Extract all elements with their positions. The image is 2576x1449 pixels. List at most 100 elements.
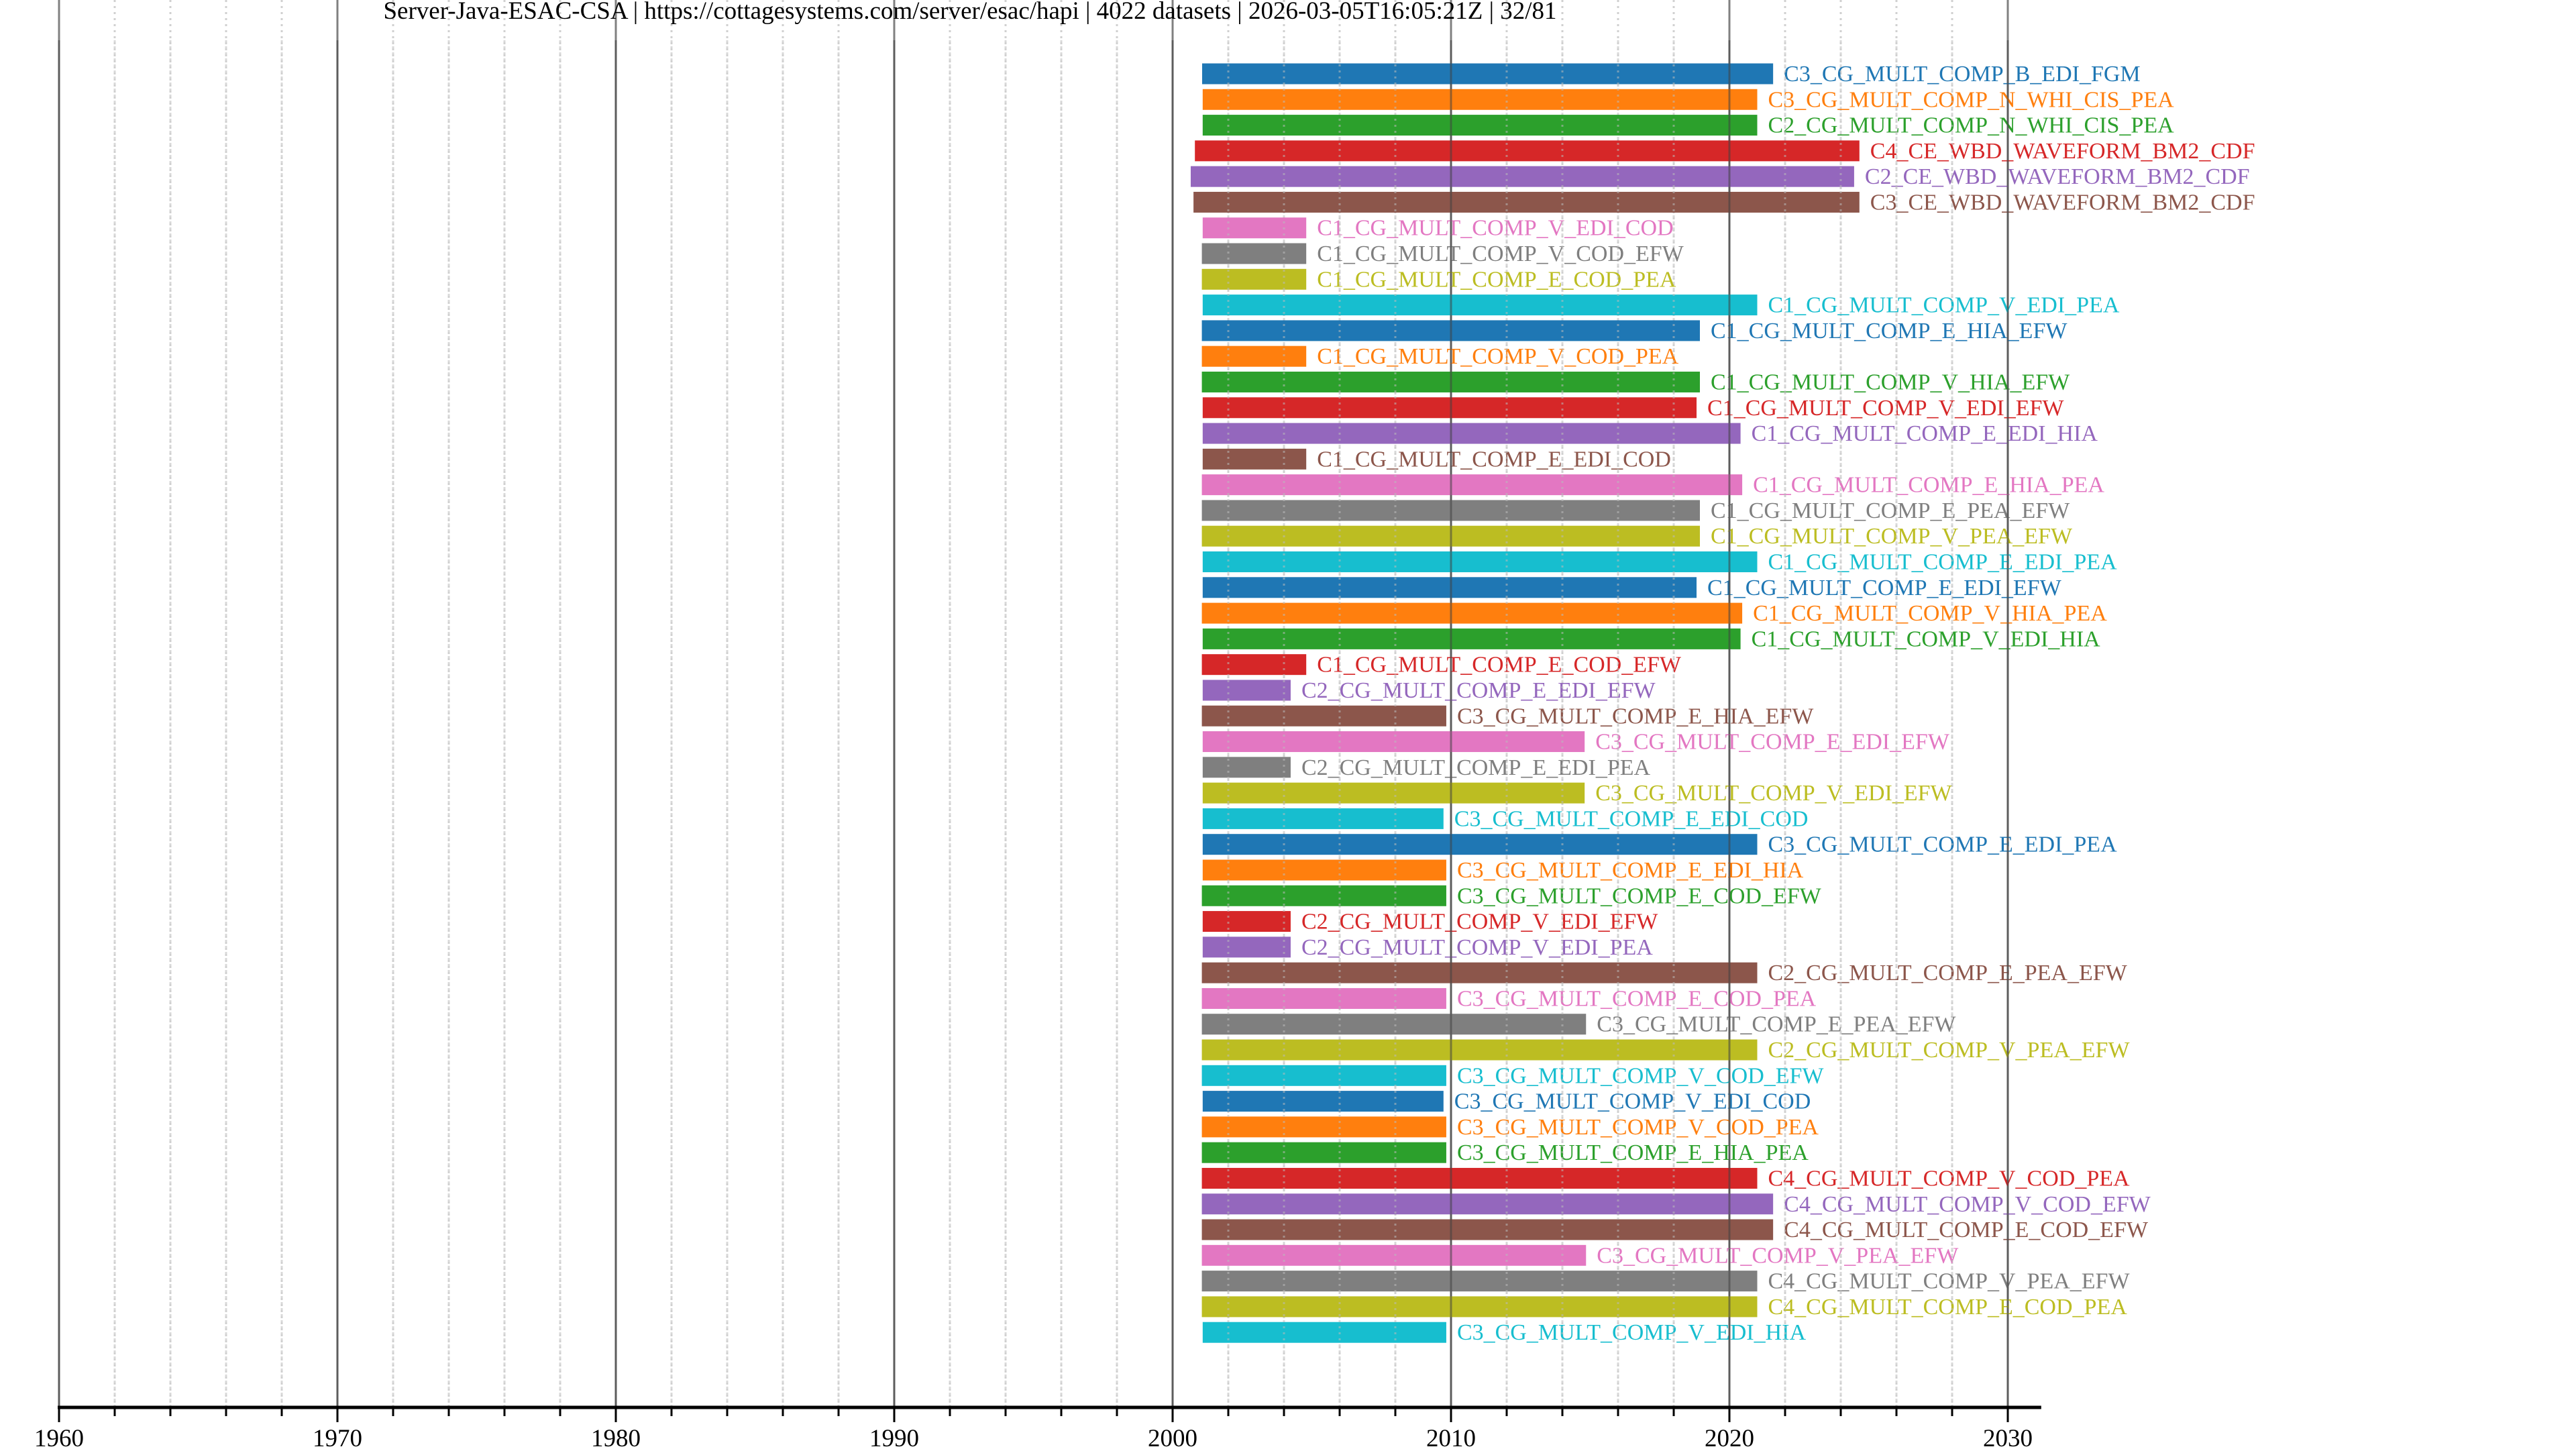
x-tick-label: 2000 bbox=[1148, 1425, 1197, 1449]
x-tick-label: 1990 bbox=[869, 1425, 919, 1449]
bar-label: C3_CG_MULT_COMP_V_EDI_HIA bbox=[1457, 1320, 1807, 1345]
bar-label: C2_CG_MULT_COMP_V_EDI_PEA bbox=[1301, 935, 1653, 960]
x-tick-label: 2010 bbox=[1426, 1425, 1476, 1449]
bar-c3-cg-mult-comp-b-edi-fgm[interactable] bbox=[1201, 63, 1774, 85]
bar-label: C2_CG_MULT_COMP_N_WHI_CIS_PEA bbox=[1768, 113, 2175, 138]
bar-label: C3_CG_MULT_COMP_N_WHI_CIS_PEA bbox=[1768, 87, 2175, 112]
bar-c2-cg-mult-comp-e-edi-pea[interactable] bbox=[1202, 757, 1291, 778]
bar-label: C4_CG_MULT_COMP_E_COD_PEA bbox=[1768, 1295, 2128, 1320]
bar-label: C2_CE_WBD_WAVEFORM_BM2_CDF bbox=[1865, 164, 2250, 189]
bar-c3-cg-mult-comp-e-hia-efw[interactable] bbox=[1201, 705, 1446, 727]
bar-label: C4_CE_WBD_WAVEFORM_BM2_CDF bbox=[1870, 139, 2255, 164]
bar-c1-cg-mult-comp-e-edi-pea[interactable] bbox=[1202, 551, 1758, 573]
bar-c3-cg-mult-comp-e-edi-cod[interactable] bbox=[1202, 808, 1444, 829]
bar-c1-cg-mult-comp-e-hia-pea[interactable] bbox=[1201, 474, 1743, 496]
bar-label: C1_CG_MULT_COMP_E_COD_EFW bbox=[1317, 653, 1682, 678]
bar-label: C3_CG_MULT_COMP_V_COD_PEA bbox=[1457, 1115, 1819, 1140]
bar-label: C2_CG_MULT_COMP_E_EDI_EFW bbox=[1301, 678, 1656, 703]
bar-c2-cg-mult-comp-e-pea-efw[interactable] bbox=[1201, 962, 1758, 983]
x-tick-label: 1960 bbox=[34, 1425, 84, 1449]
bar-c4-cg-mult-comp-v-pea-efw[interactable] bbox=[1201, 1271, 1758, 1292]
bar-c3-ce-wbd-waveform-bm2-cdf[interactable] bbox=[1193, 191, 1860, 213]
bar-label: C1_CG_MULT_COMP_V_EDI_EFW bbox=[1707, 396, 2064, 421]
x-tick-label: 2030 bbox=[1983, 1425, 2033, 1449]
bar-c1-cg-mult-comp-v-cod-pea[interactable] bbox=[1201, 345, 1307, 367]
bar-label: C4_CG_MULT_COMP_V_COD_EFW bbox=[1784, 1192, 2151, 1217]
bar-c4-cg-mult-comp-v-cod-pea[interactable] bbox=[1201, 1167, 1758, 1189]
bar-label: C3_CG_MULT_COMP_E_COD_EFW bbox=[1457, 883, 1822, 908]
bar-c4-cg-mult-comp-e-cod-pea[interactable] bbox=[1201, 1296, 1758, 1318]
bar-c1-cg-mult-comp-v-cod-efw[interactable] bbox=[1201, 243, 1307, 264]
bars: C3_CG_MULT_COMP_B_EDI_FGMC3_CG_MULT_COMP… bbox=[58, 40, 2255, 1407]
bar-c1-cg-mult-comp-e-edi-cod[interactable] bbox=[1202, 448, 1307, 470]
bar-c3-cg-mult-comp-e-edi-efw[interactable] bbox=[1202, 731, 1585, 753]
bar-label: C3_CG_MULT_COMP_E_COD_PEA bbox=[1457, 986, 1817, 1011]
bar-label: C4_CG_MULT_COMP_E_COD_EFW bbox=[1784, 1218, 2149, 1242]
bar-label: C4_CG_MULT_COMP_V_COD_PEA bbox=[1768, 1166, 2130, 1191]
bar-c1-cg-mult-comp-v-hia-pea[interactable] bbox=[1201, 602, 1743, 624]
bar-c3-cg-mult-comp-v-edi-cod[interactable] bbox=[1202, 1091, 1444, 1112]
bar-label: C4_CG_MULT_COMP_V_PEA_EFW bbox=[1768, 1269, 2131, 1294]
bar-c3-cg-mult-comp-n-whi-cis-pea[interactable] bbox=[1202, 89, 1758, 110]
bar-label: C3_CG_MULT_COMP_E_PEA_EFW bbox=[1597, 1012, 1956, 1037]
bar-label: C3_CE_WBD_WAVEFORM_BM2_CDF bbox=[1870, 190, 2255, 215]
bar-c3-cg-mult-comp-e-cod-efw[interactable] bbox=[1201, 885, 1446, 906]
bar-label: C1_CG_MULT_COMP_E_PEA_EFW bbox=[1711, 498, 2070, 523]
bar-label: C3_CG_MULT_COMP_B_EDI_FGM bbox=[1784, 62, 2141, 87]
x-tick-label: 1970 bbox=[313, 1425, 362, 1449]
x-tick-label: 2020 bbox=[1705, 1425, 1754, 1449]
bar-c3-cg-mult-comp-e-edi-pea[interactable] bbox=[1202, 834, 1758, 855]
bar-label: C3_CG_MULT_COMP_E_HIA_EFW bbox=[1457, 704, 1814, 729]
bar-c2-cg-mult-comp-v-edi-pea[interactable] bbox=[1202, 936, 1291, 958]
bar-label: C1_CG_MULT_COMP_V_PEA_EFW bbox=[1711, 524, 2073, 549]
bar-c3-cg-mult-comp-e-edi-hia[interactable] bbox=[1202, 859, 1446, 881]
bar-label: C1_CG_MULT_COMP_V_EDI_COD bbox=[1317, 216, 1673, 241]
bar-label: C1_CG_MULT_COMP_E_HIA_PEA bbox=[1753, 473, 2104, 498]
bar-c1-cg-mult-comp-e-edi-hia[interactable] bbox=[1202, 423, 1741, 444]
bar-c3-cg-mult-comp-e-pea-efw[interactable] bbox=[1201, 1014, 1587, 1035]
bar-label: C3_CG_MULT_COMP_V_EDI_COD bbox=[1454, 1089, 1811, 1114]
bar-c3-cg-mult-comp-v-cod-efw[interactable] bbox=[1201, 1065, 1446, 1086]
bar-c1-cg-mult-comp-v-edi-cod[interactable] bbox=[1202, 217, 1307, 239]
bar-c3-cg-mult-comp-v-edi-hia[interactable] bbox=[1202, 1322, 1446, 1343]
bar-label: C1_CG_MULT_COMP_E_EDI_EFW bbox=[1707, 576, 2062, 600]
bar-c1-cg-mult-comp-v-edi-efw[interactable] bbox=[1202, 397, 1697, 419]
bar-c1-cg-mult-comp-e-edi-efw[interactable] bbox=[1202, 577, 1697, 598]
bar-c1-cg-mult-comp-v-edi-hia[interactable] bbox=[1202, 628, 1741, 649]
bar-label: C2_CG_MULT_COMP_E_PEA_EFW bbox=[1768, 961, 2128, 985]
bar-label: C2_CG_MULT_COMP_V_EDI_EFW bbox=[1301, 910, 1658, 934]
bar-c4-cg-mult-comp-v-cod-efw[interactable] bbox=[1201, 1193, 1774, 1215]
bar-label: C1_CG_MULT_COMP_E_EDI_PEA bbox=[1768, 550, 2118, 575]
bar-label: C3_CG_MULT_COMP_E_EDI_EFW bbox=[1595, 730, 1950, 755]
bar-label: C1_CG_MULT_COMP_E_EDI_HIA bbox=[1752, 421, 2098, 446]
x-tick-label: 1980 bbox=[591, 1425, 641, 1449]
bar-label: C3_CG_MULT_COMP_V_PEA_EFW bbox=[1597, 1243, 1959, 1268]
bar-c2-cg-mult-comp-v-edi-efw[interactable] bbox=[1202, 911, 1291, 932]
bar-label: C1_CG_MULT_COMP_V_COD_PEA bbox=[1317, 344, 1678, 369]
bar-label: C3_CG_MULT_COMP_E_EDI_PEA bbox=[1768, 833, 2118, 857]
grid-overlay bbox=[58, 40, 2009, 1407]
bar-label: C1_CG_MULT_COMP_V_EDI_HIA bbox=[1752, 627, 2101, 651]
bar-c2-cg-mult-comp-e-edi-efw[interactable] bbox=[1202, 680, 1291, 701]
bar-label: C3_CG_MULT_COMP_E_HIA_PEA bbox=[1457, 1140, 1809, 1165]
bar-label: C3_CG_MULT_COMP_V_COD_EFW bbox=[1457, 1063, 1824, 1088]
bar-c1-cg-mult-comp-e-cod-efw[interactable] bbox=[1201, 654, 1307, 676]
bar-label: C1_CG_MULT_COMP_E_HIA_EFW bbox=[1711, 319, 2068, 343]
bar-label: C1_CG_MULT_COMP_V_EDI_PEA bbox=[1768, 293, 2120, 318]
bar-c3-cg-mult-comp-e-hia-pea[interactable] bbox=[1201, 1142, 1446, 1163]
bar-c3-cg-mult-comp-e-cod-pea[interactable] bbox=[1201, 987, 1446, 1009]
bar-c1-cg-mult-comp-e-cod-pea[interactable] bbox=[1201, 268, 1307, 290]
bar-c1-cg-mult-comp-v-edi-pea[interactable] bbox=[1202, 294, 1758, 316]
bar-c4-ce-wbd-waveform-bm2-cdf[interactable] bbox=[1195, 140, 1860, 162]
bar-label: C1_CG_MULT_COMP_E_EDI_COD bbox=[1317, 447, 1671, 472]
bar-c2-ce-wbd-waveform-bm2-cdf[interactable] bbox=[1190, 166, 1854, 187]
bar-c3-cg-mult-comp-v-cod-pea[interactable] bbox=[1201, 1116, 1446, 1138]
bar-c4-cg-mult-comp-e-cod-efw[interactable] bbox=[1201, 1219, 1774, 1240]
bar-c3-cg-mult-comp-v-pea-efw[interactable] bbox=[1201, 1244, 1587, 1266]
bar-c3-cg-mult-comp-v-edi-efw[interactable] bbox=[1202, 782, 1585, 804]
x-axis: 1960 1970 1980 1990 2000 2010 2020 2030 bbox=[34, 1405, 2041, 1449]
bar-label: C2_CG_MULT_COMP_E_EDI_PEA bbox=[1301, 755, 1651, 780]
bar-c2-cg-mult-comp-n-whi-cis-pea[interactable] bbox=[1202, 115, 1758, 136]
bar-label: C1_CG_MULT_COMP_V_COD_EFW bbox=[1317, 241, 1684, 266]
bar-c2-cg-mult-comp-v-pea-efw[interactable] bbox=[1201, 1039, 1758, 1061]
